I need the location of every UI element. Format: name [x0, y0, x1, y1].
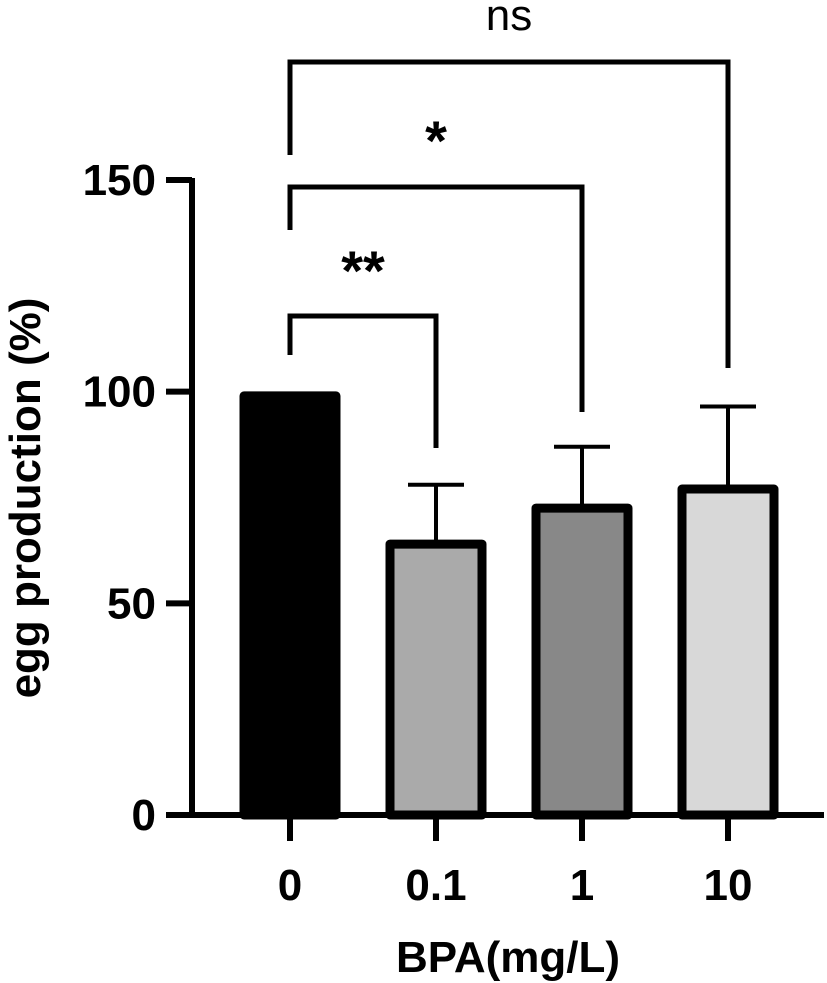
significance-label: ** [341, 239, 385, 302]
bar-0.1 [385, 539, 487, 820]
x-tick-label: 10 [704, 861, 753, 910]
bar-1 [531, 503, 633, 820]
significance-bracket [287, 59, 731, 368]
x-axis-title: BPA(mg/L) [396, 933, 620, 982]
y-tick-label: 150 [83, 156, 156, 205]
x-tick-label: 0.1 [405, 861, 466, 910]
bar-10 [677, 484, 779, 820]
significance-label: ns [486, 0, 532, 40]
bar-0 [239, 391, 341, 820]
x-tick-label: 0 [278, 861, 302, 910]
y-tick-label: 100 [83, 368, 156, 417]
significance-bracket [287, 184, 585, 412]
significance-bracket [287, 313, 439, 448]
y-axis-title: egg production (%) [1, 298, 50, 699]
y-tick-label: 0 [132, 791, 156, 840]
y-tick-label: 50 [107, 579, 156, 628]
x-tick-label: 1 [570, 861, 594, 910]
significance-label: * [425, 109, 447, 172]
